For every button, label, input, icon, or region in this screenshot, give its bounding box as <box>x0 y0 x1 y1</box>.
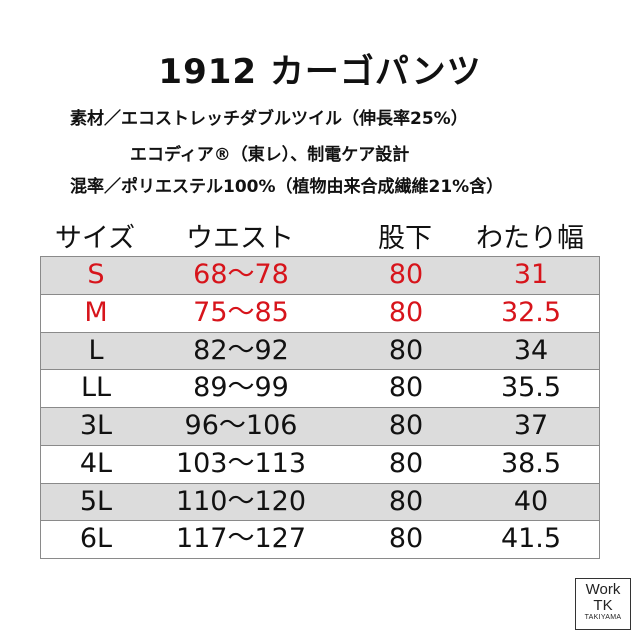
cell-thigh: 34 <box>513 334 549 366</box>
cell-thigh: 40 <box>513 485 549 517</box>
cell-inseam: 80 <box>388 523 424 555</box>
header-waist: ウエスト <box>186 223 294 254</box>
fabric-spec: エコディア®（東レ）、制電ケア設計 <box>130 145 410 165</box>
cell-thigh: 37 <box>513 410 549 441</box>
cell-inseam: 80 <box>388 259 424 290</box>
logo-line-work: Work <box>585 581 621 598</box>
cell-size: M <box>84 296 108 328</box>
cell-size: S <box>87 259 105 290</box>
cell-thigh: 31 <box>513 259 549 290</box>
table-row: L 82〜92 80 34 <box>41 332 599 371</box>
cell-inseam: 80 <box>388 334 424 366</box>
material-spec: 素材／エコストレッチダブルツイル（伸長率25%） <box>70 109 468 129</box>
cell-waist: 68〜78 <box>193 259 289 290</box>
header-size: サイズ <box>54 223 136 254</box>
cell-inseam: 80 <box>388 410 424 441</box>
cell-thigh: 38.5 <box>500 447 562 479</box>
cell-waist: 110〜120 <box>175 485 307 517</box>
cell-waist: 117〜127 <box>175 523 307 555</box>
cell-thigh: 35.5 <box>500 372 562 404</box>
cell-thigh: 41.5 <box>500 523 562 555</box>
page-title: 1912 カーゴパンツ <box>158 52 482 92</box>
cell-inseam: 80 <box>388 485 424 517</box>
cell-waist: 96〜106 <box>184 410 298 441</box>
cell-size: LL <box>80 372 112 404</box>
cell-size: L <box>88 334 104 366</box>
size-table: S 68〜78 80 31 M 75〜85 80 32.5 L 82〜92 80… <box>40 256 600 559</box>
cell-inseam: 80 <box>388 447 424 479</box>
table-row: 3L 96〜106 80 37 <box>41 408 599 446</box>
table-row: 6L 117〜127 80 41.5 <box>41 521 599 558</box>
composition-spec: 混率／ポリエステル100%（植物由来合成繊維21%含） <box>70 177 504 197</box>
logo-line-tk: TK <box>593 597 613 614</box>
table-row: S 68〜78 80 31 <box>41 257 599 295</box>
cell-waist: 82〜92 <box>193 334 289 366</box>
table-row: 5L 110〜120 80 40 <box>41 483 599 522</box>
header-thigh: わたり幅 <box>476 223 584 254</box>
cell-size: 3L <box>79 410 113 441</box>
header-inseam: 股下 <box>378 223 432 254</box>
table-row: 4L 103〜113 80 38.5 <box>41 446 599 484</box>
cell-size: 5L <box>79 485 113 517</box>
cell-waist: 89〜99 <box>193 372 289 404</box>
cell-size: 6L <box>79 523 113 555</box>
cell-waist: 103〜113 <box>175 447 307 479</box>
cell-waist: 75〜85 <box>193 296 289 328</box>
cell-size: 4L <box>79 447 113 479</box>
cell-thigh: 32.5 <box>500 296 562 328</box>
logo-line-takiyama: TAKIYAMA <box>584 614 622 621</box>
size-table-header: サイズ ウエスト 股下 わたり幅 <box>40 216 600 254</box>
worktk-logo: Work TK TAKIYAMA <box>575 578 631 630</box>
cell-inseam: 80 <box>388 372 424 404</box>
table-row: M 75〜85 80 32.5 <box>41 295 599 333</box>
table-row: LL 89〜99 80 35.5 <box>41 370 599 408</box>
cell-inseam: 80 <box>388 296 424 328</box>
